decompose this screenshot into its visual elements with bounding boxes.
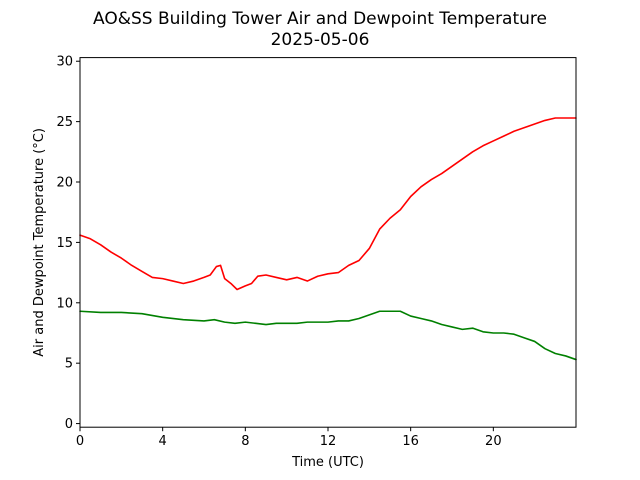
x-axis-ticks: 0 4 8 12 16 20 — [76, 427, 502, 449]
x-axis-label: Time (UTC) — [291, 455, 364, 470]
x-tick-label: 4 — [159, 434, 167, 449]
y-tick-label: 5 — [65, 357, 73, 372]
y-tick-label: 20 — [56, 176, 73, 191]
y-axis-ticks: 0 5 10 15 20 25 30 — [56, 55, 80, 432]
x-tick-label: 8 — [241, 434, 249, 449]
x-tick-label: 0 — [76, 434, 84, 449]
y-tick-label: 15 — [56, 236, 73, 251]
plot-area: 0 4 8 12 16 20 0 5 10 15 20 25 30 — [56, 55, 577, 449]
dewpoint-temperature-line — [79, 310, 577, 361]
x-tick-label: 16 — [402, 434, 419, 449]
axes-frame — [79, 57, 577, 428]
air-temperature-line — [79, 117, 577, 291]
chart-subtitle: 2025-05-06 — [271, 30, 370, 50]
chart-title: AO&SS Building Tower Air and Dewpoint Te… — [93, 9, 547, 29]
series-layer — [79, 117, 577, 361]
x-tick-label: 20 — [485, 434, 502, 449]
x-tick-label: 12 — [320, 434, 337, 449]
y-tick-label: 25 — [56, 115, 73, 130]
y-axis-label: Air and Dewpoint Temperature (°C) — [32, 128, 47, 357]
y-tick-label: 0 — [65, 417, 73, 432]
y-tick-label: 30 — [56, 55, 73, 70]
y-tick-label: 10 — [56, 296, 73, 311]
